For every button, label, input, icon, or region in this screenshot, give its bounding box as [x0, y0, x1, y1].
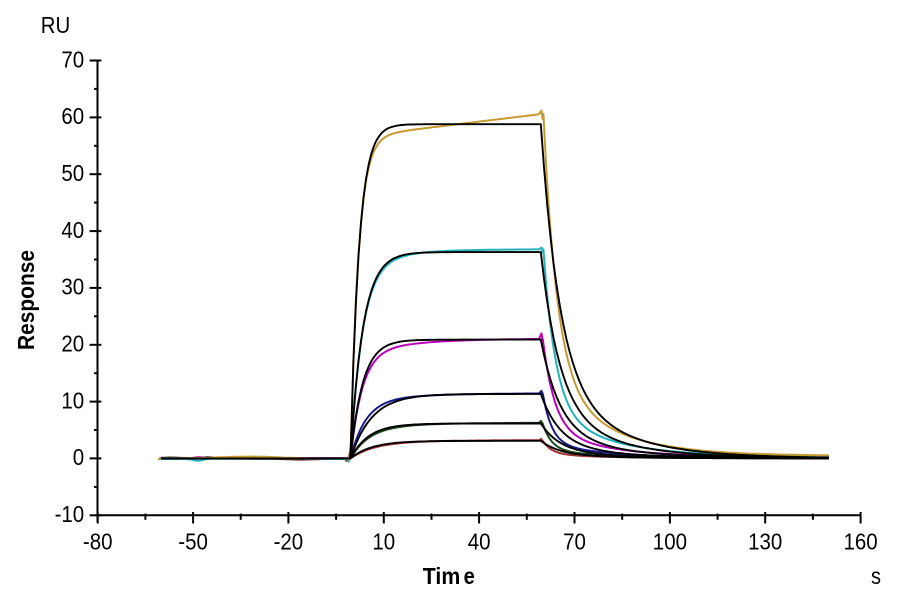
svg-text:60: 60	[61, 103, 84, 129]
svg-text:40: 40	[468, 528, 491, 554]
svg-text:e: e	[464, 563, 475, 589]
svg-text:-80: -80	[83, 528, 113, 554]
svg-text:130: 130	[748, 528, 782, 554]
svg-text:10: 10	[372, 528, 395, 554]
svg-text:-10: -10	[55, 501, 85, 527]
svg-text:70: 70	[61, 46, 84, 72]
svg-text:s: s	[871, 563, 881, 589]
svg-text:20: 20	[61, 331, 84, 357]
svg-text:160: 160	[844, 528, 878, 554]
svg-text:100: 100	[653, 528, 687, 554]
svg-text:50: 50	[61, 160, 84, 186]
svg-text:40: 40	[61, 217, 84, 243]
svg-text:-20: -20	[274, 528, 304, 554]
svg-text:-50: -50	[178, 528, 208, 554]
svg-text:Tim: Tim	[423, 563, 461, 589]
svg-text:30: 30	[61, 274, 84, 300]
svg-text:Response: Response	[13, 250, 39, 350]
svg-text:RU: RU	[41, 12, 71, 38]
svg-text:0: 0	[73, 444, 84, 470]
svg-text:70: 70	[563, 528, 586, 554]
svg-text:10: 10	[61, 387, 84, 413]
